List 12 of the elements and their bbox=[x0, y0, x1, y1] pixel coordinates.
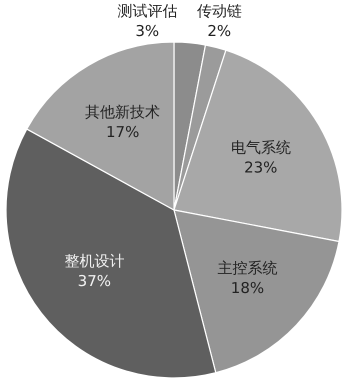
data-label: 23% bbox=[244, 158, 278, 177]
slice-label: 电气系统 bbox=[230, 138, 291, 157]
slice-label: 整机设计 bbox=[64, 252, 124, 270]
data-label: 18% bbox=[230, 279, 264, 297]
slice-label: 传动链 bbox=[196, 2, 242, 20]
data-label: 37% bbox=[78, 272, 112, 290]
data-label: 2% bbox=[207, 22, 232, 40]
data-label: 3% bbox=[135, 22, 160, 40]
slice-label: 其他新技术 bbox=[85, 103, 160, 122]
slice-label: 主控系统 bbox=[217, 259, 278, 277]
slice-label: 测试评估 bbox=[117, 2, 178, 20]
data-label: 17% bbox=[106, 123, 140, 142]
